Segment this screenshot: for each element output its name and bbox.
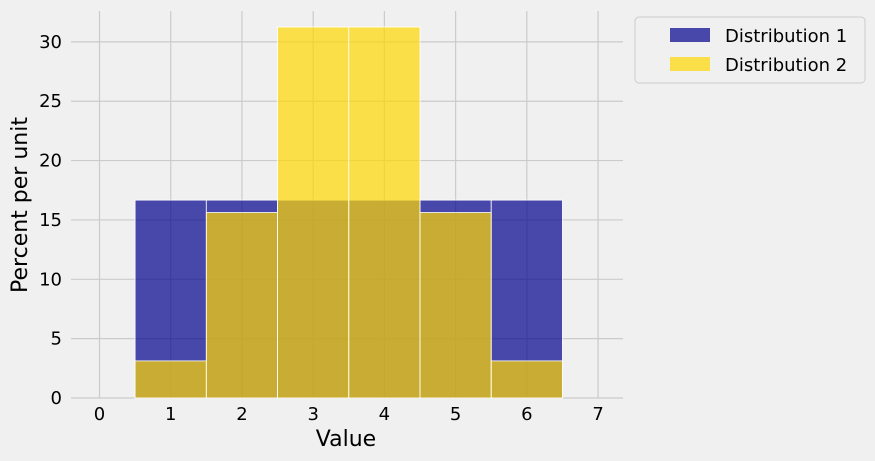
x-tick-label: 7 <box>592 404 603 425</box>
legend-swatch-2 <box>670 57 710 71</box>
bars-layer <box>134 26 563 399</box>
x-tick-label: 2 <box>236 404 247 425</box>
bar-series-2-bin-4 <box>348 26 421 399</box>
bar-series-2-bin-2 <box>205 212 278 399</box>
bar-series-2-bin-5 <box>419 212 492 399</box>
legend-label-1: Distribution 1 <box>725 26 847 47</box>
y-tick-label: 5 <box>51 329 62 350</box>
legend-swatch-1 <box>670 28 710 42</box>
x-tick-label: 4 <box>379 404 390 425</box>
x-tick-label: 3 <box>307 404 318 425</box>
x-tick-label: 1 <box>165 404 176 425</box>
x-axis-label: Value <box>316 427 376 452</box>
x-tick-label: 0 <box>94 404 105 425</box>
bar-series-2-bin-1 <box>134 360 207 399</box>
y-tick-label: 0 <box>51 388 62 409</box>
legend: Distribution 1 Distribution 2 <box>634 16 866 84</box>
y-tick-label: 15 <box>39 210 62 231</box>
x-tick-label: 5 <box>450 404 461 425</box>
y-tick-label: 30 <box>39 32 62 53</box>
legend-label-2: Distribution 2 <box>725 55 847 76</box>
x-tick-label: 6 <box>521 404 532 425</box>
y-tick-label: 25 <box>39 91 62 112</box>
y-tick-label: 20 <box>39 151 62 172</box>
y-axis-label: Percent per unit <box>8 117 33 293</box>
ticks-layer: 0 1 2 3 4 5 6 7 0 5 10 15 20 25 30 <box>39 32 604 425</box>
y-tick-label: 10 <box>39 269 62 290</box>
bar-series-2-bin-6 <box>490 360 563 399</box>
bar-series-2-bin-3 <box>277 26 350 399</box>
